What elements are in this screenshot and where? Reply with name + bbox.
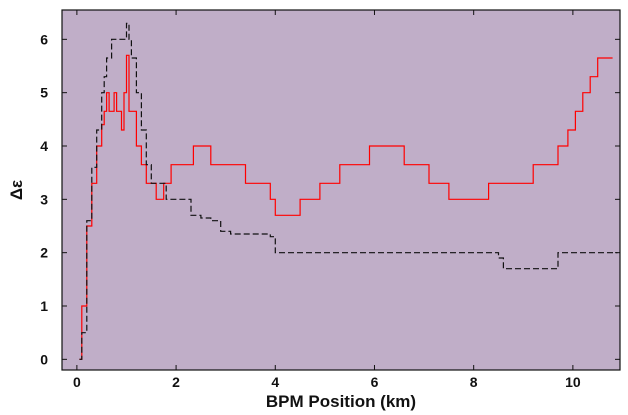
x-tick-label: 8 [470, 374, 478, 390]
x-tick-label: 0 [73, 374, 81, 390]
x-tick-label: 6 [371, 374, 379, 390]
y-tick-label: 5 [40, 85, 48, 101]
x-axis-label: BPM Position (km) [266, 392, 416, 411]
x-tick-label: 10 [565, 374, 581, 390]
y-tick-label: 6 [40, 31, 48, 47]
series-layer [79, 22, 618, 360]
y-tick-label: 3 [40, 191, 48, 207]
ticks-layer: 0 2 4 6 8 10 0 1 2 3 4 5 6 [40, 10, 620, 390]
y-axis-label: Δε [7, 180, 26, 200]
y-tick-label: 4 [40, 138, 48, 154]
series-line-2 [79, 22, 618, 360]
plot-area [62, 10, 620, 370]
x-tick-label: 4 [271, 374, 279, 390]
y-tick-label: 0 [40, 351, 48, 367]
series-line-1 [79, 54, 613, 360]
y-tick-label: 1 [40, 298, 48, 314]
x-tick-label: 2 [172, 374, 180, 390]
plot-frame [61, 9, 621, 371]
y-tick-label: 2 [40, 245, 48, 261]
